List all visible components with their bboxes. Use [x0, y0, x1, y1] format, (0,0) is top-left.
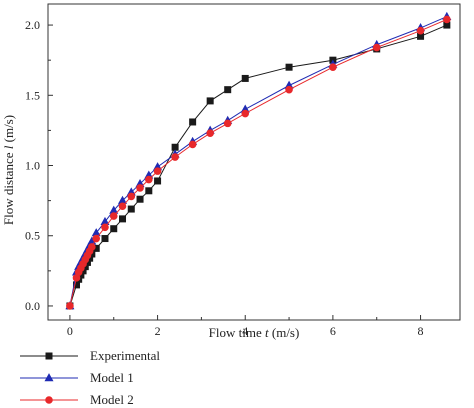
data-point: [443, 15, 451, 24]
series-model-1: [65, 11, 452, 310]
data-point: [127, 205, 135, 213]
series-line: [69, 24, 448, 307]
data-point: [127, 192, 136, 201]
legend-marker: [44, 373, 54, 382]
data-point: [188, 140, 197, 149]
y-tick-label: 0.0: [25, 299, 40, 313]
y-tick-label: 1.0: [25, 159, 40, 173]
data-point: [241, 109, 250, 118]
data-point: [119, 215, 127, 223]
data-point: [153, 167, 162, 175]
data-point: [145, 187, 153, 195]
series-layer: [65, 11, 452, 310]
data-point: [118, 202, 127, 211]
y-tick-label: 1.5: [25, 88, 40, 102]
x-tick-label: 4: [242, 324, 248, 338]
axis-tick-labels: 0 2 4 6 8 0.0 0.5 1.0 1.5 2.0: [25, 18, 424, 338]
data-point: [110, 225, 118, 233]
data-point: [145, 175, 153, 184]
axis-ticks: [48, 24, 422, 320]
legend-marker: [45, 352, 53, 360]
series-experimental: [66, 21, 451, 310]
y-axis-title: Flow distance l (m/s): [1, 115, 16, 225]
data-point: [285, 63, 293, 71]
x-axis-title-part: Flow time: [209, 325, 265, 340]
x-tick-label: 6: [330, 324, 336, 338]
legend: Experimental Model 1 Model 2: [20, 348, 160, 407]
data-point: [88, 243, 96, 251]
x-axis-title: Flow time t (m/s): [209, 325, 300, 340]
legend-item: Model 1: [20, 370, 134, 385]
data-point: [223, 119, 232, 128]
data-point: [101, 223, 109, 232]
data-point: [416, 26, 425, 35]
data-point: [136, 195, 144, 203]
data-point: [154, 177, 162, 185]
data-point: [171, 153, 179, 161]
x-axis-title-part: t: [265, 325, 269, 340]
x-tick-label: 0: [67, 324, 73, 338]
data-point: [66, 302, 74, 310]
data-point: [109, 212, 118, 220]
data-point: [206, 97, 214, 105]
data-point: [92, 234, 101, 243]
y-tick-label: 0.5: [25, 229, 40, 243]
data-point: [101, 235, 109, 243]
series-line: [69, 18, 448, 307]
y-axis-title-part: (m/s): [1, 115, 16, 146]
x-tick-label: 2: [155, 324, 161, 338]
legend-item: Model 2: [20, 392, 134, 407]
y-axis-title-part: Flow distance: [1, 149, 16, 225]
data-point: [224, 86, 232, 94]
data-point: [285, 85, 293, 94]
series-model-2: [66, 15, 451, 310]
data-point: [372, 43, 381, 52]
plot-frame-group: [47, 3, 461, 321]
data-point: [206, 129, 214, 138]
axis-titles: Flow time t (m/s)Flow distance l (m/s): [1, 115, 299, 340]
y-tick-label: 2.0: [25, 18, 40, 32]
data-point: [171, 143, 179, 151]
x-tick-label: 8: [418, 324, 424, 338]
data-point: [136, 184, 144, 192]
plot-frame: [47, 3, 461, 321]
x-axis-title-part: (m/s): [269, 325, 300, 340]
data-point: [329, 63, 337, 71]
legend-item: Experimental: [20, 348, 160, 363]
legend-label: Model 1: [90, 370, 134, 385]
y-axis-title-part: l: [1, 145, 16, 149]
legend-marker: [45, 396, 53, 404]
legend-label: Experimental: [90, 348, 160, 363]
data-point: [189, 118, 197, 126]
legend-label: Model 2: [90, 392, 134, 407]
data-point: [241, 74, 249, 82]
series-line: [69, 16, 448, 307]
